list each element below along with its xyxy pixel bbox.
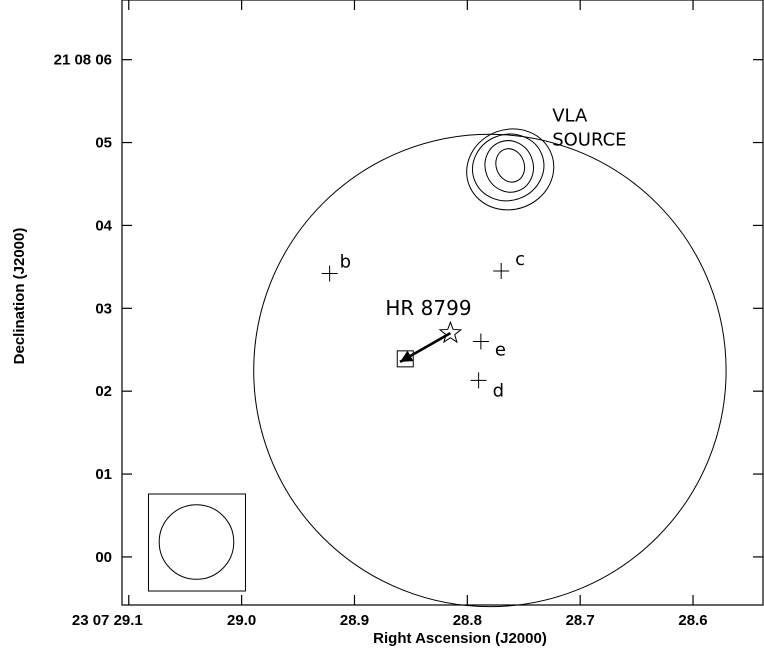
square-marker [396, 350, 414, 368]
chart-marks: VLA SOURCE b c ed HR 8799 [147, 105, 727, 608]
vla-contour [466, 128, 555, 211]
y-tick-label: 05 [95, 135, 112, 152]
vla-contour [472, 133, 545, 202]
planet-marker-c [493, 263, 510, 280]
x-tick-label: 28.7 [566, 612, 595, 629]
planet-label-c: c [515, 249, 525, 270]
y-tick-label: 03 [95, 300, 112, 317]
beam-box [147, 493, 246, 592]
proper-motion-arrow-head [400, 350, 414, 362]
planet-label-d: d [493, 380, 504, 401]
plot-frame [121, 0, 764, 606]
y-tick-label: 02 [95, 383, 112, 400]
y-axis-label: Declination (J2000) [11, 228, 28, 365]
y-tick-label: 21 08 06 [54, 52, 112, 69]
y-axis-ticks: 00 01 02 03 04 05 21 08 06 [54, 52, 763, 566]
y-tick-label: 00 [95, 549, 112, 566]
x-tick-label: 28.8 [453, 612, 482, 629]
x-axis-label: Right Ascension (J2000) [373, 630, 547, 647]
planet-label-b: b [340, 251, 351, 272]
x-tick-label: 23 07 29.1 [72, 612, 143, 629]
planet-marker-d [470, 372, 487, 389]
vla-label-line2: SOURCE [552, 129, 626, 150]
planet-marker-e [472, 333, 489, 350]
x-tick-label: 29.0 [227, 612, 256, 629]
field-circle [253, 133, 727, 608]
star-marker [438, 320, 463, 344]
y-tick-label: 04 [95, 217, 112, 234]
vla-contour [484, 140, 534, 193]
vla-label-line1: VLA [552, 105, 588, 126]
planet-label-e: e [495, 339, 506, 360]
x-axis-ticks: 23 07 29.1 29.0 28.9 28.8 28.7 28.6 [72, 0, 708, 629]
y-tick-label: 01 [95, 466, 112, 483]
x-tick-label: 28.9 [340, 612, 369, 629]
x-tick-label: 28.6 [678, 612, 707, 629]
vla-contour [495, 148, 526, 183]
planet-marker-b [321, 265, 338, 282]
beam-circle [158, 504, 235, 580]
star-label: HR 8799 [385, 296, 471, 320]
